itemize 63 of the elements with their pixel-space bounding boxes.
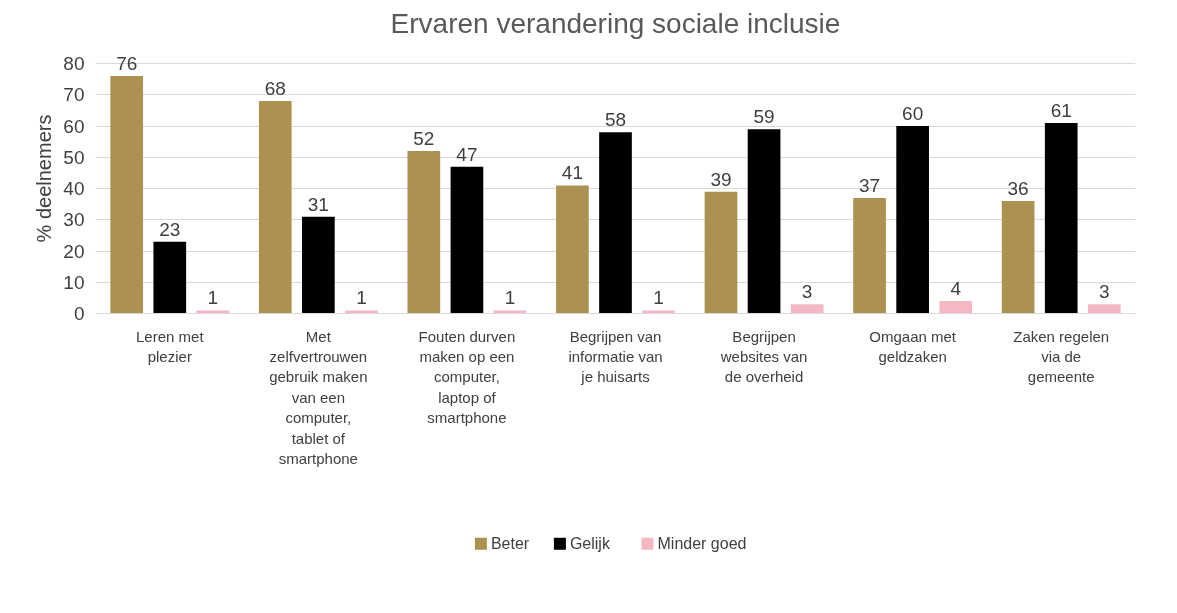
- legend-label: Gelijk: [569, 535, 611, 553]
- y-tick-label: 30: [63, 209, 85, 231]
- bar: [493, 310, 527, 314]
- data-label: 76: [116, 53, 138, 74]
- data-label: 37: [858, 174, 881, 196]
- data-label: 4: [950, 278, 962, 299]
- data-label: 23: [159, 218, 181, 240]
- bar: [853, 197, 886, 314]
- data-label: 39: [710, 168, 732, 190]
- data-label: 52: [413, 128, 435, 149]
- bar: [345, 310, 378, 314]
- data-label: 1: [207, 287, 219, 309]
- x-tick-label: Omgaan met geldzaken: [869, 327, 957, 365]
- bar: [196, 310, 230, 314]
- bar: [747, 129, 781, 314]
- bar: [258, 101, 292, 314]
- data-label: 31: [307, 193, 329, 215]
- data-label: 3: [1099, 281, 1110, 303]
- chart-title: Ervaren verandering sociale inclusie: [390, 7, 841, 39]
- bar: [1001, 201, 1035, 314]
- data-label: 36: [1007, 178, 1029, 199]
- bar: [302, 216, 335, 314]
- y-tick-label: 70: [63, 84, 85, 106]
- bar: [704, 191, 738, 314]
- y-tick-label: 40: [63, 178, 85, 199]
- bar: [642, 310, 675, 314]
- bar: [556, 185, 589, 314]
- bar: [599, 132, 632, 314]
- data-label: 1: [356, 287, 367, 309]
- bar: [1044, 122, 1078, 314]
- data-label: 58: [604, 109, 627, 131]
- legend-label: Beter: [490, 535, 530, 553]
- x-tick-label: Zaken regelen via de gemeente: [1013, 327, 1110, 386]
- data-label: 1: [653, 287, 664, 309]
- x-tick-label: Leren met plezier: [136, 327, 205, 365]
- y-tick-label: 0: [73, 303, 85, 324]
- bar: [407, 151, 441, 314]
- data-label: 59: [753, 106, 775, 128]
- bar: [153, 241, 187, 314]
- data-label: 41: [561, 162, 583, 184]
- bar: [896, 126, 929, 314]
- data-label: 1: [504, 287, 516, 309]
- bar: [450, 166, 484, 314]
- data-label: 60: [902, 103, 924, 124]
- x-tick-label: Fouten durven maken op een computer, laptop of smartphone: [418, 327, 516, 427]
- data-label: 68: [264, 78, 286, 99]
- x-tick-label: Met zelfvertrouwen gebruik maken van een computer, tablet of smartphone: [269, 327, 368, 467]
- y-tick-label: 20: [63, 240, 85, 262]
- bar: [790, 304, 824, 314]
- bar: [939, 301, 973, 314]
- x-tick-label: Begrijpen websites van de overheid: [719, 327, 808, 386]
- legend-label: Minder goed: [657, 535, 747, 553]
- bar: [110, 76, 144, 314]
- y-tick-label: 10: [63, 271, 85, 293]
- y-tick-label: 80: [63, 53, 85, 74]
- data-label: 47: [456, 143, 478, 165]
- y-tick-label: 60: [63, 115, 85, 137]
- x-tick-label: Begrijpen van informatie van je huisarts: [568, 327, 663, 386]
- bar: [1087, 304, 1121, 314]
- data-label: 61: [1050, 99, 1072, 121]
- y-tick-label: 50: [63, 146, 85, 168]
- y-axis-title: % deelnemers: [33, 114, 56, 243]
- data-label: 3: [801, 281, 813, 303]
